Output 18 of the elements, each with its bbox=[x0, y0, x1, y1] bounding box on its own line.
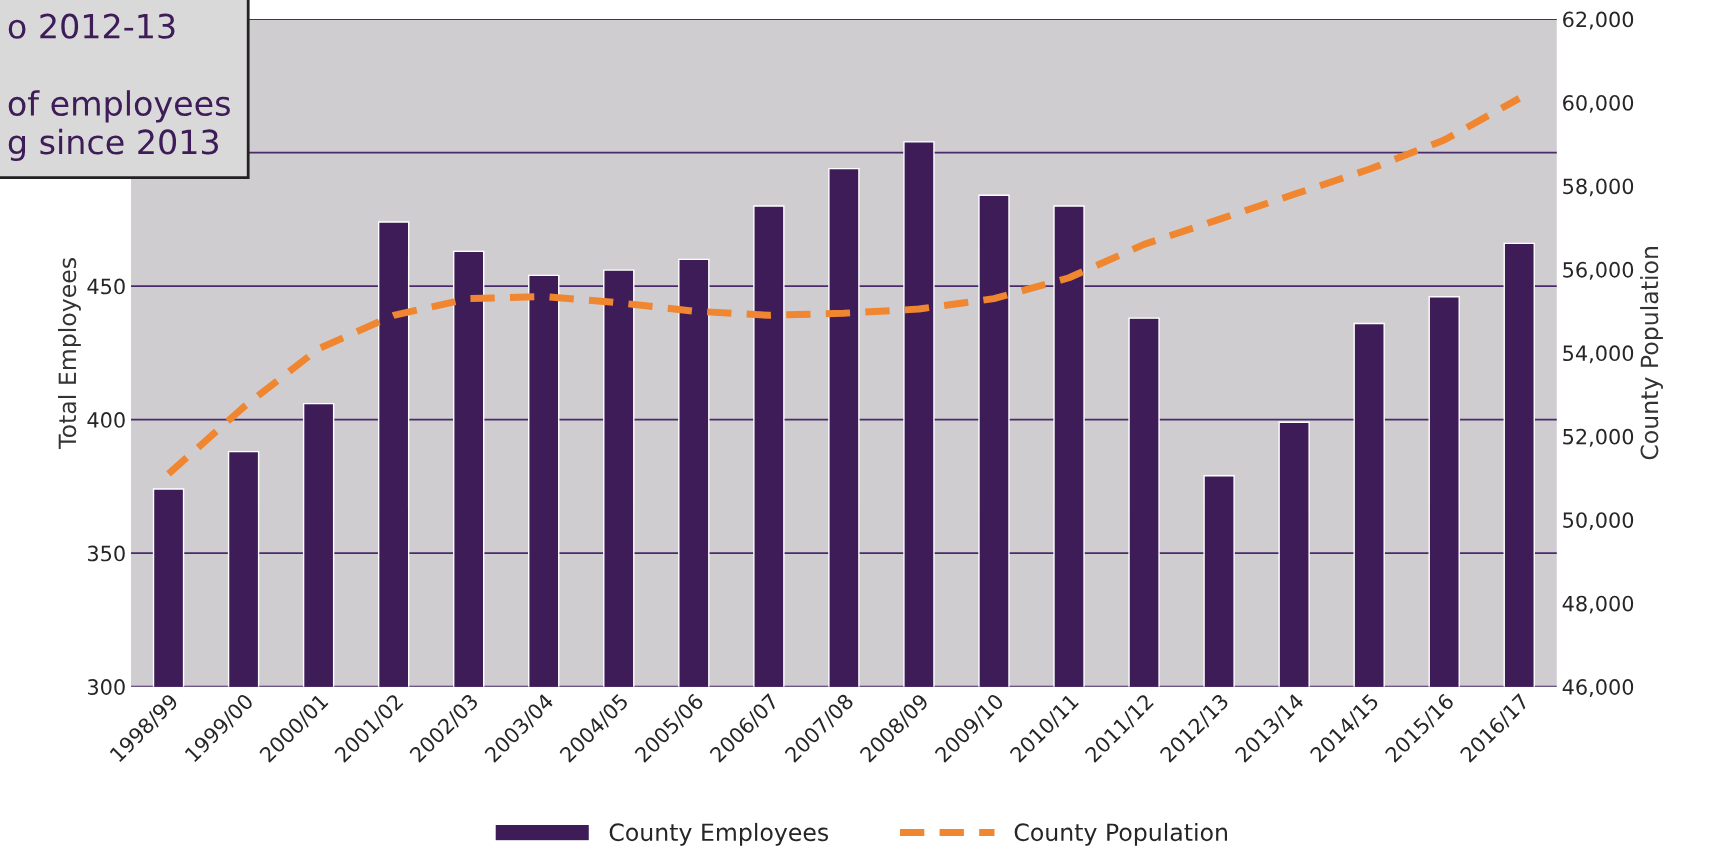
y-tick-label: 400 bbox=[87, 412, 125, 428]
y2-tick-label: 54,000 bbox=[1563, 345, 1634, 364]
y2-tick-label: 56,000 bbox=[1563, 261, 1634, 280]
y2-axis-title: County Population bbox=[1640, 247, 1663, 460]
y-tick-label: 300 bbox=[87, 679, 125, 695]
legend-label: County Population bbox=[1014, 822, 1227, 846]
y2-tick-label: 46,000 bbox=[1562, 679, 1634, 697]
y-axis-title: Total Employees bbox=[57, 258, 81, 449]
y2-tick-label: 58,000 bbox=[1563, 178, 1634, 197]
y2-tick-label: 50,000 bbox=[1563, 512, 1634, 531]
y-tick-label: 350 bbox=[87, 545, 125, 562]
y2-tick-label: 52,000 bbox=[1563, 428, 1634, 447]
y2-tick-label: 62,000 bbox=[1563, 11, 1634, 30]
text: o 2012-13 of employees g since 2013 bbox=[8, 13, 230, 162]
legend-label: County Employees bbox=[609, 822, 829, 846]
y-tick-label: 450 bbox=[87, 278, 125, 295]
y2-tick-label: 60,000 bbox=[1563, 94, 1634, 113]
y2-tick-label: 48,000 bbox=[1562, 595, 1634, 614]
